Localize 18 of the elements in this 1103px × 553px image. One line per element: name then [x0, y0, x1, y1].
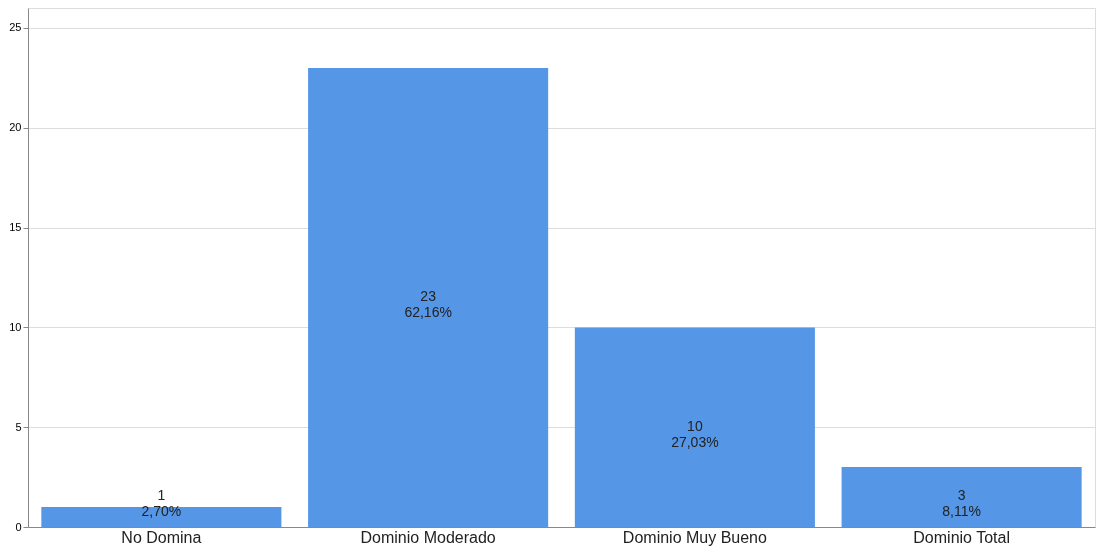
bar	[574, 327, 815, 527]
data-label: 23 62,16%	[404, 288, 452, 321]
x-tick-label: No Domina	[121, 528, 202, 546]
bar	[41, 507, 282, 527]
y-tick-label: 5	[15, 420, 22, 433]
y-tick-label: 0	[15, 520, 22, 533]
bar	[308, 67, 549, 527]
data-label: 1 2,70%	[141, 486, 182, 519]
y-tick-label: 25	[9, 21, 22, 34]
bar	[841, 467, 1082, 527]
y-tick-label: 10	[9, 320, 22, 333]
data-label: 3 8,11%	[942, 486, 981, 519]
y-tick-label: 15	[9, 221, 22, 234]
x-tick-label: Dominio Muy Bueno	[622, 528, 768, 546]
y-tick-label: 20	[9, 121, 22, 134]
x-tick-label: Dominio Moderado	[360, 528, 496, 546]
x-tick-label: Dominio Total	[913, 528, 1010, 546]
data-label: 10 27,03%	[671, 418, 719, 451]
